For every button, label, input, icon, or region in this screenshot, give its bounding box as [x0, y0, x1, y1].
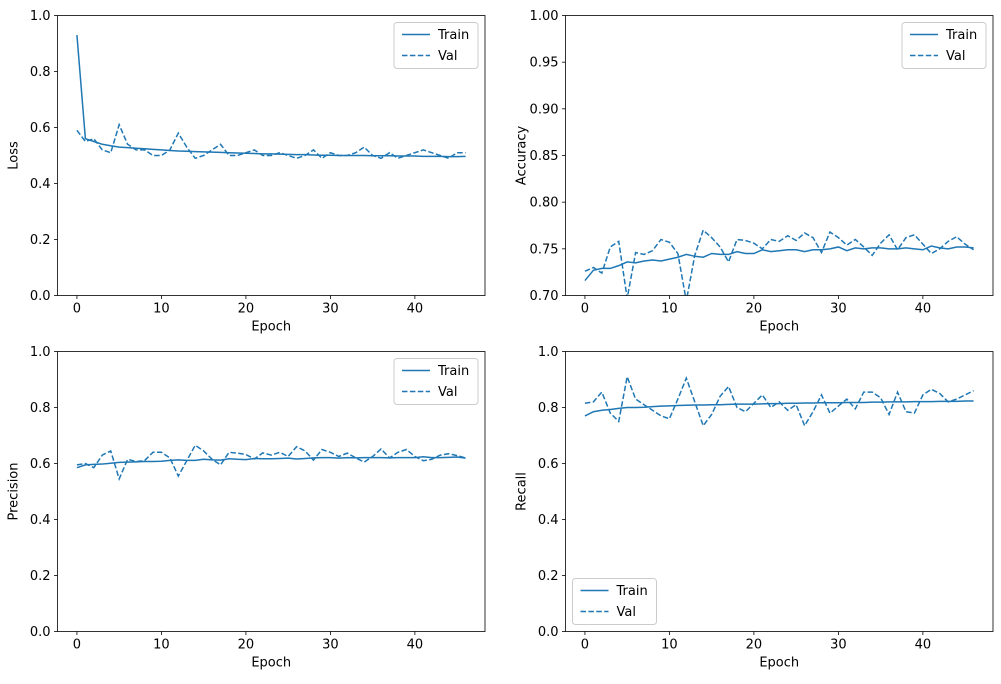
x-tick-label: 10 — [661, 638, 678, 653]
legend-label-val: Val — [946, 49, 965, 64]
y-tick-label: 0.2 — [30, 569, 51, 584]
x-tick-label: 20 — [238, 638, 255, 653]
y-tick-label: 1.0 — [30, 345, 51, 360]
legend: Train Val — [393, 22, 479, 69]
series-line-val — [76, 444, 466, 482]
y-tick-label: 0.0 — [30, 289, 51, 304]
x-tick-label: 0 — [581, 302, 589, 317]
x-tick-label: 20 — [746, 638, 763, 653]
legend-label-train: Train — [437, 364, 469, 379]
series-line-train — [584, 400, 974, 417]
x-tick-label: 30 — [322, 302, 339, 317]
y-tick-label: 0.4 — [30, 513, 51, 528]
y-tick-label: 0.4 — [538, 513, 559, 528]
axes-frame — [57, 351, 486, 632]
y-tick-label: 0.2 — [30, 233, 51, 248]
y-tick-label: 0.70 — [530, 289, 559, 304]
x-tick-label: 40 — [915, 302, 932, 317]
axes-frame — [57, 15, 486, 296]
legend-label-train: Train — [945, 28, 977, 43]
legend: Train Val — [901, 22, 987, 69]
series-line-val — [584, 228, 974, 296]
x-tick-label: 0 — [73, 302, 81, 317]
x-tick-label: 10 — [153, 302, 170, 317]
x-tick-label: 10 — [153, 638, 170, 653]
y-axis-label: Recall — [515, 472, 530, 511]
y-tick-label: 0.6 — [30, 121, 51, 136]
axes-frame — [565, 351, 994, 632]
y-tick-label: 0.90 — [530, 102, 559, 117]
y-tick-label: 1.0 — [30, 9, 51, 24]
y-tick-label: 1.00 — [530, 9, 559, 24]
y-axis-label: Precision — [7, 462, 22, 520]
legend-label-train: Train — [437, 28, 469, 43]
x-tick-label: 10 — [661, 302, 678, 317]
x-tick-label: 30 — [830, 302, 847, 317]
y-tick-label: 0.75 — [530, 242, 559, 257]
series-line-val — [584, 373, 974, 428]
y-tick-label: 0.8 — [30, 65, 51, 80]
subplot-precision: 0 10 20 30 40 0.0 0.2 0.4 0.6 0.8 1.0 Epoch Precisio… — [7, 345, 486, 671]
x-tick-label: 30 — [830, 638, 847, 653]
y-tick-label: 0.4 — [30, 177, 51, 192]
y-tick-label: 0.0 — [30, 625, 51, 640]
legend: Train Val — [572, 578, 657, 625]
y-axis-label: Loss — [7, 141, 22, 170]
series-line-val — [76, 122, 466, 160]
y-tick-label: 0.6 — [30, 457, 51, 472]
y-tick-label: 0.2 — [538, 569, 559, 584]
x-tick-label: 40 — [407, 302, 424, 317]
y-tick-label: 0.8 — [30, 401, 51, 416]
y-axis-label: Accuracy — [515, 126, 530, 186]
x-tick-label: 20 — [746, 302, 763, 317]
subplot-loss: 0 10 20 30 40 0.0 0.2 0.4 0.6 0.8 1.0 Epoch Loss Trai… — [7, 9, 486, 335]
x-tick-label: 0 — [581, 638, 589, 653]
y-tick-label: 0.6 — [538, 457, 559, 472]
y-tick-label: 0.95 — [530, 56, 559, 71]
subplot-recall: 0 10 20 30 40 0.0 0.2 0.4 0.6 0.8 1.0 Epoch Recall Tr… — [515, 345, 994, 671]
y-tick-label: 0.0 — [538, 625, 559, 640]
y-tick-label: 0.85 — [530, 149, 559, 164]
x-tick-label: 20 — [238, 302, 255, 317]
series-line-train — [76, 35, 466, 158]
legend-label-val: Val — [617, 605, 636, 620]
x-axis-label: Epoch — [251, 320, 291, 335]
y-tick-label: 1.0 — [538, 345, 559, 360]
legend-label-val: Val — [438, 385, 457, 400]
series-line-train — [584, 245, 974, 282]
legend-label-val: Val — [438, 49, 457, 64]
x-axis-label: Epoch — [251, 656, 291, 671]
y-tick-label: 0.80 — [530, 196, 559, 211]
y-tick-label: 0.8 — [538, 401, 559, 416]
x-axis-label: Epoch — [759, 656, 799, 671]
x-tick-label: 30 — [322, 638, 339, 653]
subplot-accuracy: 0 10 20 30 40 0.70 0.75 0.80 0.85 0.90 0.95 1.00 Epo… — [515, 9, 994, 335]
x-tick-label: 0 — [73, 638, 81, 653]
x-tick-label: 40 — [407, 638, 424, 653]
x-axis-label: Epoch — [759, 320, 799, 335]
legend-label-train: Train — [616, 584, 648, 599]
legend: Train Val — [393, 358, 479, 405]
x-tick-label: 40 — [915, 638, 932, 653]
